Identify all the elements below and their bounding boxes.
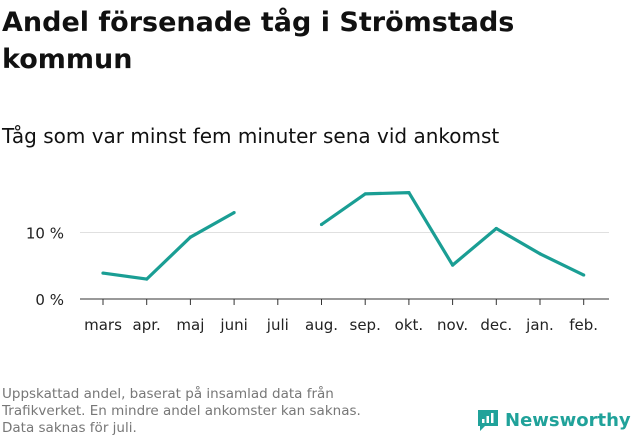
x-tick-label: juli xyxy=(266,316,289,334)
chart-subtitle: Tåg som var minst fem minuter sena vid a… xyxy=(2,124,500,148)
chart-title: Andel försenade tåg i Strömstads kommun xyxy=(2,7,515,75)
x-tick-label: nov. xyxy=(437,316,468,334)
footnote-line: Trafikverket. En mindre andel ankomster … xyxy=(2,403,361,419)
data-point xyxy=(319,222,324,227)
data-point xyxy=(145,277,149,281)
chat-bars-icon xyxy=(478,410,498,431)
y-tick-label: 10 % xyxy=(26,225,64,243)
x-tick-label: feb. xyxy=(569,316,598,334)
series-line xyxy=(320,191,585,277)
newsworthy-logo: Newsworthy xyxy=(476,408,631,432)
x-tick-label: apr. xyxy=(133,316,161,334)
data-point xyxy=(494,226,498,231)
x-tick-label: mars xyxy=(84,316,122,334)
x-tick-label: dec. xyxy=(480,316,512,334)
footnote: Uppskattad andel, baserat på insamlad da… xyxy=(2,386,442,437)
data-point xyxy=(582,273,586,277)
data-point xyxy=(538,252,542,256)
data-point xyxy=(451,263,455,267)
y-tick-label: 0 % xyxy=(35,291,64,309)
x-tick-label: sep. xyxy=(350,316,381,334)
footnote-line: Data saknas för juli. xyxy=(2,420,137,436)
x-tick-label: jan. xyxy=(525,316,554,334)
series-line xyxy=(102,211,235,281)
data-point xyxy=(188,235,192,239)
brand-name: Newsworthy xyxy=(505,409,631,431)
data-point xyxy=(101,271,105,275)
data-point xyxy=(407,191,411,195)
x-tick-label: juni xyxy=(219,316,247,334)
data-point xyxy=(232,210,236,215)
data-point xyxy=(363,192,367,196)
x-tick-label: maj xyxy=(176,316,204,334)
x-tick-label: okt. xyxy=(395,316,424,334)
x-tick-label: aug. xyxy=(305,316,338,334)
footnote-line: Uppskattad andel, baserat på insamlad da… xyxy=(2,386,334,402)
